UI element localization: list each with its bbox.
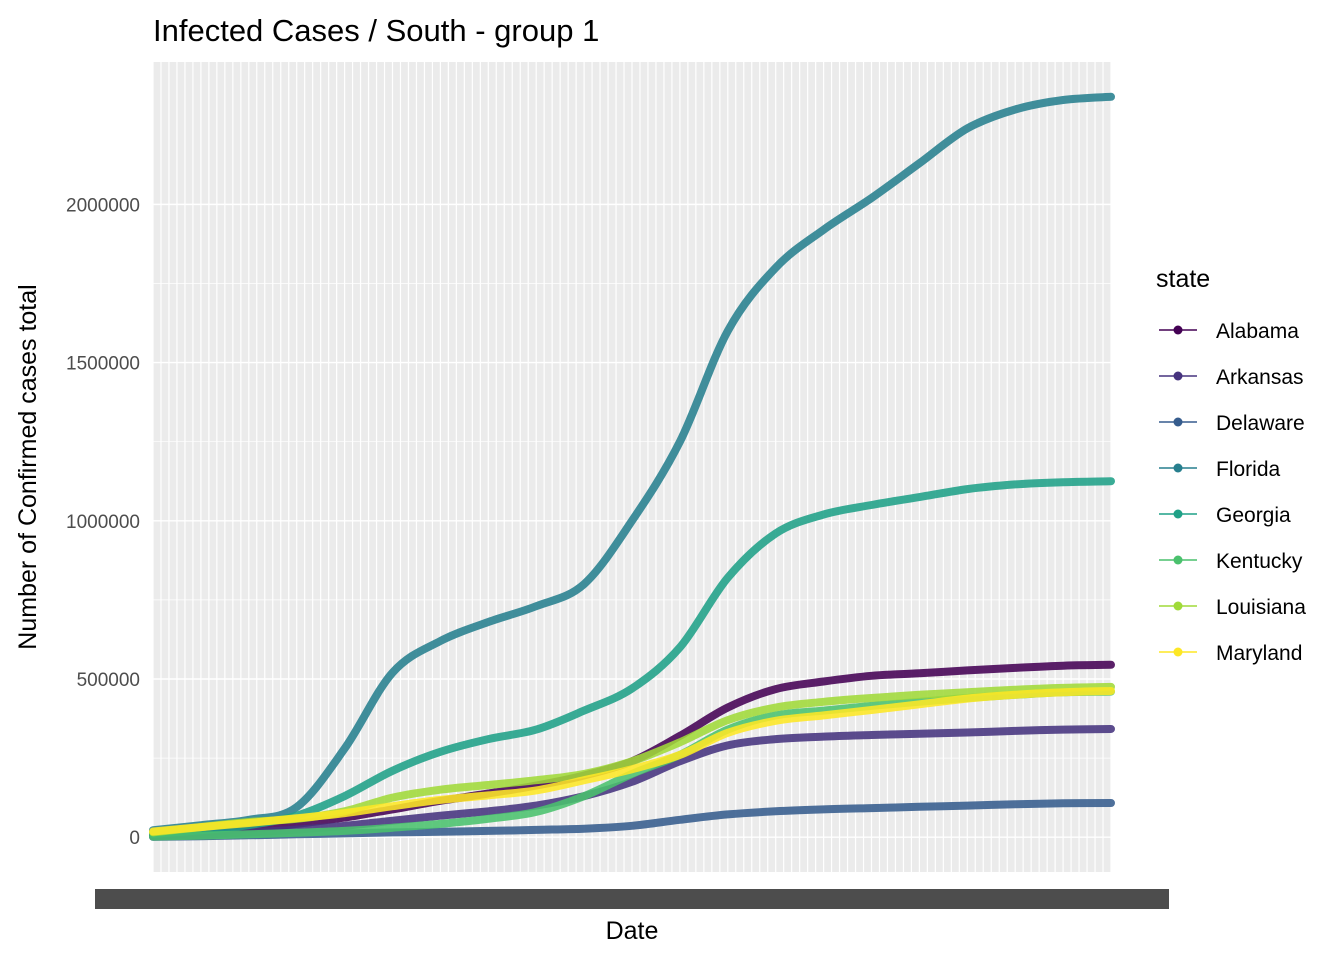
legend-key-point: [1173, 509, 1183, 519]
legend: state Alabama Arkansas Delaware Florida Geor…: [1156, 265, 1306, 665]
legend-key-point: [1173, 417, 1183, 427]
legend-key-point: [1173, 601, 1183, 611]
legend-label: Louisiana: [1216, 596, 1306, 619]
x-axis-ticks: [95, 889, 1169, 909]
legend-label: Kentucky: [1216, 550, 1303, 573]
legend-item-louisiana: Louisiana: [1159, 596, 1306, 619]
legend-item-florida: Florida: [1159, 458, 1281, 481]
minor-gridlines: [152, 62, 1112, 872]
legend-key-point: [1173, 647, 1183, 657]
series-layer: [149, 92, 1115, 841]
x-axis-tick-labels-overplotted: [95, 889, 1169, 909]
legend-key-point: [1173, 325, 1183, 335]
legend-label: Florida: [1216, 458, 1281, 481]
legend-item-alabama: Alabama: [1159, 320, 1299, 343]
legend-key-point: [1173, 371, 1183, 381]
legend-item-maryland: Maryland: [1159, 642, 1302, 665]
x-axis-title: Date: [606, 917, 659, 945]
legend-key-point: [1173, 555, 1183, 565]
legend-title: state: [1156, 265, 1210, 293]
legend-label: Alabama: [1216, 320, 1299, 343]
y-tick-label: 500000: [77, 670, 140, 691]
legend-label: Delaware: [1216, 412, 1305, 435]
y-tick-label: 1000000: [66, 512, 140, 533]
legend-label: Maryland: [1216, 642, 1302, 665]
series-line-florida: [149, 92, 1115, 835]
legend-item-georgia: Georgia: [1159, 504, 1291, 527]
y-axis-ticks: 0 500000 1000000 1500000 2000000: [66, 195, 140, 849]
legend-key-point: [1173, 463, 1183, 473]
legend-item-kentucky: Kentucky: [1159, 550, 1303, 573]
y-tick-label: 1500000: [66, 354, 140, 375]
chart-title: Infected Cases / South - group 1: [153, 13, 599, 48]
legend-label: Georgia: [1216, 504, 1291, 527]
legend-item-arkansas: Arkansas: [1159, 366, 1304, 389]
y-tick-label: 0: [129, 828, 140, 849]
legend-label: Arkansas: [1216, 366, 1304, 389]
legend-item-delaware: Delaware: [1159, 412, 1305, 435]
series-line-georgia: [149, 477, 1115, 838]
series-line-maryland: [149, 687, 1115, 836]
y-tick-label: 2000000: [66, 195, 140, 216]
y-axis-title: Number of Confirmed cases total: [14, 284, 42, 649]
